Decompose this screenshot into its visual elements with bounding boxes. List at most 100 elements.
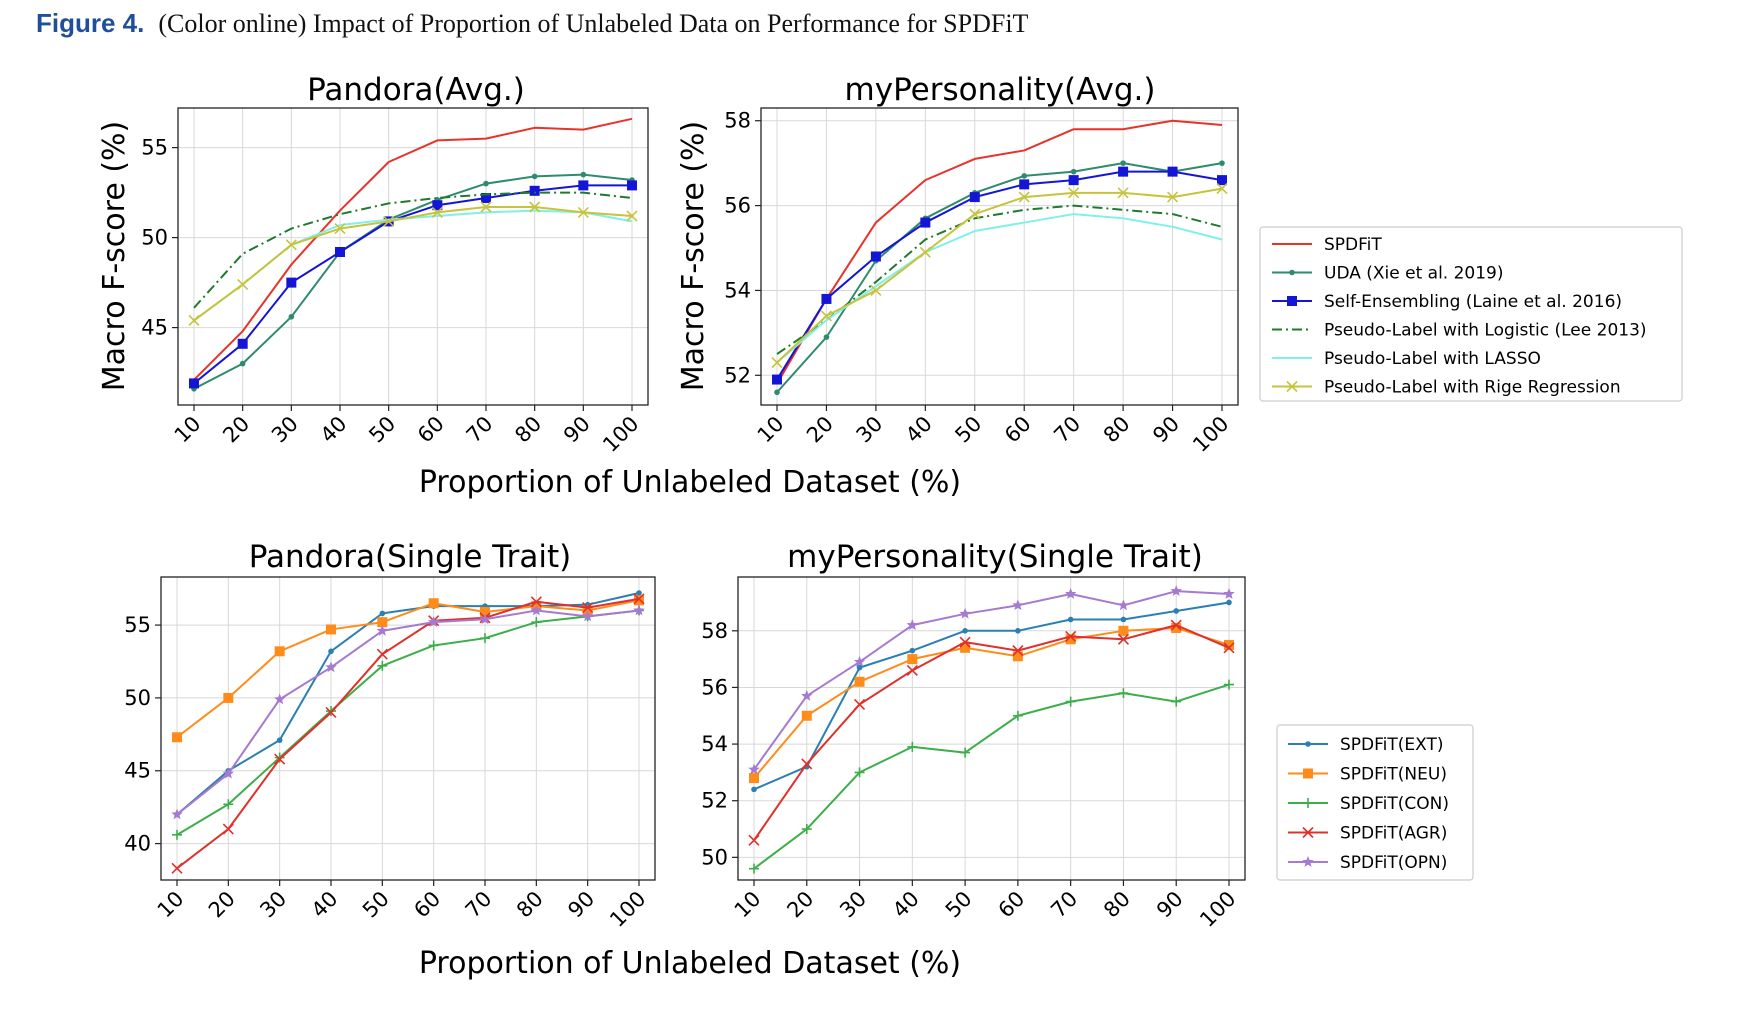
- axes-frame: [160, 576, 656, 881]
- x-tick-label: 30: [255, 887, 291, 923]
- chart-title: Pandora(Avg.): [307, 72, 525, 108]
- series-spdfit-con: [172, 605, 644, 840]
- legend-frame: [1276, 724, 1474, 881]
- data-point-marker: [1065, 630, 1077, 643]
- x-tick-label: 40: [888, 887, 924, 923]
- grid: [761, 108, 1238, 405]
- series-pseudo-label-with-lasso: [776, 213, 1223, 364]
- data-point-marker: [907, 654, 918, 665]
- data-point-marker: [1223, 587, 1235, 599]
- data-point-marker: [483, 180, 489, 187]
- data-point-marker: [1171, 622, 1182, 633]
- legend-label: SPDFiT(EXT): [1340, 735, 1444, 755]
- data-point-marker: [959, 636, 971, 648]
- series-line: [776, 119, 1223, 385]
- series-line: [176, 609, 640, 836]
- data-point-marker: [771, 357, 783, 369]
- y-axis-label: Macro F-score (%): [97, 121, 132, 391]
- data-point-marker: [480, 606, 490, 617]
- data-point-marker: [1012, 651, 1023, 662]
- y-tick-label: 55: [141, 136, 168, 160]
- data-point-marker: [377, 660, 388, 671]
- grid: [161, 577, 655, 880]
- x-tick-label: 70: [462, 412, 498, 448]
- x-tick-label: 90: [563, 887, 599, 923]
- data-point-marker: [1173, 608, 1180, 614]
- y-tick-label: 54: [701, 732, 728, 756]
- series-line: [176, 599, 640, 739]
- x-tick-label: 30: [267, 412, 303, 448]
- data-point-marker: [222, 767, 235, 779]
- x-tick-label: 90: [559, 412, 595, 448]
- legend-item-spdfit-agr: SPDFiT(AGR): [1288, 824, 1447, 844]
- data-point-marker: [853, 655, 866, 667]
- data-point-marker: [376, 648, 388, 660]
- x-tick-label: 50: [941, 887, 977, 923]
- legend-item-spdfit-ext: SPDFiT(EXT): [1288, 735, 1444, 755]
- series-spdfit-neu: [749, 622, 1234, 784]
- data-point-marker: [276, 737, 283, 743]
- data-point-marker: [823, 334, 830, 340]
- legend-label: Pseudo-Label with Rige Regression: [1324, 378, 1621, 398]
- legend-item-pseudo-label-with-rige-regression: Pseudo-Label with Rige Regression: [1272, 378, 1621, 398]
- data-point-marker: [854, 767, 865, 778]
- data-point-marker: [481, 193, 491, 203]
- data-point-marker: [962, 628, 968, 634]
- data-point-marker: [237, 338, 248, 349]
- series-spdfit-opn: [748, 585, 1235, 775]
- data-point-marker: [172, 732, 182, 743]
- series-line: [193, 173, 633, 390]
- data-point-marker: [1070, 168, 1077, 175]
- series-line: [776, 162, 1223, 393]
- series-line: [193, 184, 632, 385]
- data-point-marker: [1065, 696, 1076, 707]
- series-spdfit-ext: [174, 590, 642, 818]
- data-point-marker: [960, 642, 971, 653]
- data-point-marker: [1118, 625, 1129, 636]
- x-axis-label-bottom: Proportion of Unlabeled Dataset (%): [419, 946, 961, 981]
- plot-area: 52 54 56 58 10 20 30 40 50 60 70 80 90 100: [724, 107, 1239, 457]
- series-line: [176, 597, 640, 870]
- x-tick-label: 20: [204, 887, 240, 923]
- series-line: [776, 213, 1223, 364]
- data-point-marker: [1067, 616, 1074, 623]
- data-point-marker: [577, 206, 589, 218]
- data-point-marker: [920, 217, 931, 228]
- data-point-marker: [870, 251, 881, 262]
- data-point-marker: [906, 619, 919, 630]
- series-line: [193, 117, 633, 381]
- series-line: [776, 187, 1223, 364]
- data-point-marker: [1171, 696, 1182, 707]
- data-point-marker: [377, 617, 388, 628]
- series-spdfit-agr: [171, 593, 645, 874]
- y-tick-label: 55: [124, 613, 151, 637]
- legend-marker: [1303, 798, 1313, 808]
- legend-label: SPDFiT: [1324, 235, 1382, 255]
- y-tick-label: 52: [724, 363, 751, 387]
- x-tick-label: 70: [1049, 412, 1085, 448]
- x-tick-label: 10: [153, 887, 189, 923]
- data-point-marker: [274, 752, 285, 763]
- data-point-marker: [1117, 599, 1130, 611]
- data-point-marker: [627, 180, 637, 191]
- legend-label: UDA (Xie et al. 2019): [1324, 264, 1504, 284]
- y-tick-label: 45: [124, 759, 151, 783]
- y-tick-label: 56: [701, 675, 728, 699]
- x-axis-label-top: Proportion of Unlabeled Dataset (%): [419, 465, 961, 500]
- chart-mypersonality-single-trait: myPersonality(Single Trait) 50 52 54 56 58 10…: [701, 539, 1246, 932]
- data-point-marker: [854, 676, 865, 687]
- data-point-marker: [480, 201, 492, 213]
- data-point-marker: [530, 596, 542, 608]
- legend-marker: [1303, 768, 1313, 779]
- data-point-marker: [432, 200, 443, 211]
- x-tick-label: 70: [461, 887, 497, 923]
- legend-item-pseudo-label-with-lasso: Pseudo-Label with LASSO: [1272, 349, 1541, 369]
- series-line: [193, 209, 633, 322]
- data-point-marker: [189, 378, 199, 389]
- x-tick-label: 40: [307, 887, 343, 923]
- legend-label: SPDFiT(CON): [1340, 794, 1449, 814]
- chart-title: Pandora(Single Trait): [249, 539, 572, 575]
- x-tick-label: 20: [802, 412, 838, 448]
- data-point-marker: [428, 640, 439, 651]
- series-line: [753, 624, 1230, 841]
